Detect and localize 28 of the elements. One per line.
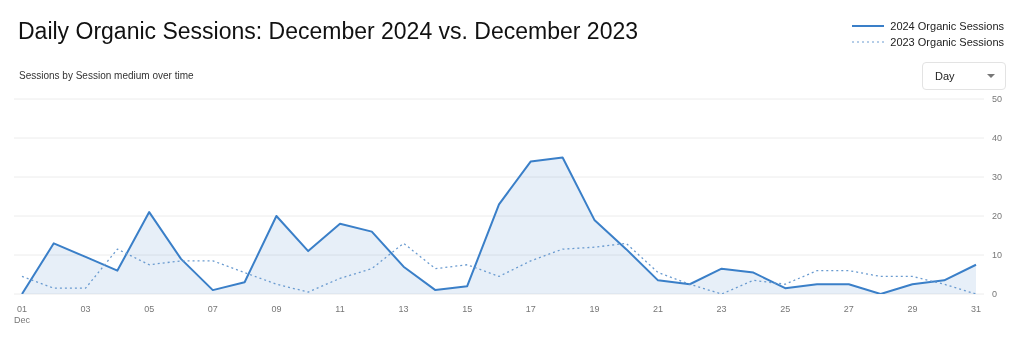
y-tick-label: 10 bbox=[992, 250, 1003, 261]
x-tick-label: 27 bbox=[843, 304, 854, 314]
y-tick-label: 50 bbox=[992, 94, 1003, 105]
x-tick-label: 09 bbox=[271, 304, 282, 314]
line-series bbox=[21, 242, 977, 294]
y-tick-label: 0 bbox=[992, 289, 998, 300]
x-tick-label: 23 bbox=[716, 304, 727, 314]
x-tick-label: 11 bbox=[335, 304, 345, 314]
x-tick-label: 31 bbox=[970, 304, 982, 314]
x-tick-label: 17 bbox=[525, 304, 536, 314]
legend-label: 2024 Organic Sessions bbox=[890, 20, 1004, 32]
x-tick-label: 19 bbox=[589, 304, 600, 314]
y-tick-label: 30 bbox=[992, 172, 1003, 183]
x-tick-label: 21 bbox=[652, 304, 664, 314]
x-tick-label: 29 bbox=[907, 304, 918, 314]
legend-label: 2023 Organic Sessions bbox=[890, 36, 1004, 48]
y-tick-label: 40 bbox=[992, 133, 1003, 144]
chart-title: Daily Organic Sessions: December 2024 vs. December 2023 bbox=[18, 18, 639, 45]
x-tick-label: 01 Dec bbox=[13, 304, 31, 325]
x-tick-label: 03 bbox=[80, 304, 91, 314]
dropdown: Day bbox=[922, 62, 1006, 90]
x-tick-label: 25 bbox=[780, 304, 791, 314]
x-tick-label: 05 bbox=[144, 304, 155, 314]
y-tick-label: 20 bbox=[992, 211, 1003, 222]
x-tick-label: 13 bbox=[398, 304, 409, 314]
chart-subtitle: Sessions by Session medium over time bbox=[19, 70, 194, 81]
x-tick-label: 15 bbox=[462, 304, 473, 314]
x-tick-label: 07 bbox=[207, 304, 218, 314]
